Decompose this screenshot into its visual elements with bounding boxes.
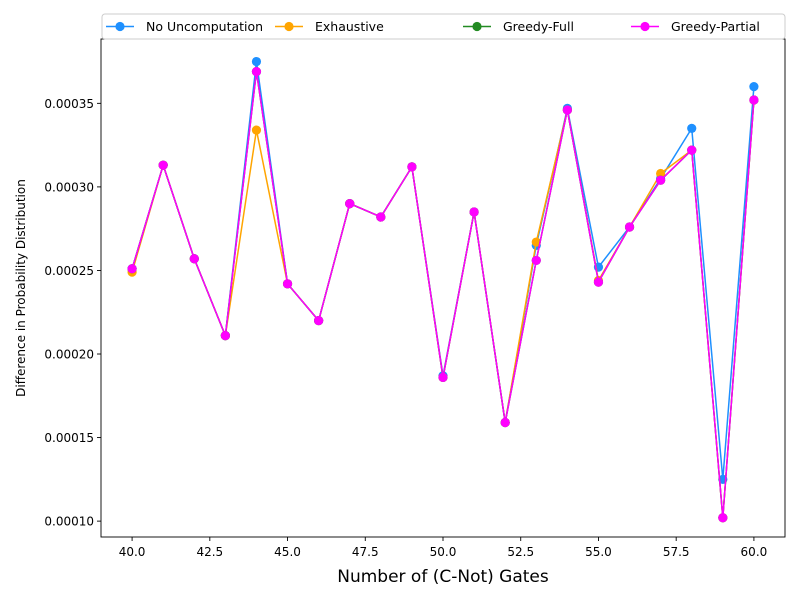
series-greedy-partial [127, 66, 759, 523]
data-point [531, 255, 541, 266]
legend-entry: Greedy-Full [463, 19, 574, 34]
data-point [158, 160, 168, 170]
data-point [656, 175, 666, 185]
x-tick-label: 60.0 [741, 545, 768, 559]
data-point [469, 207, 479, 217]
data-point [687, 123, 697, 134]
data-point [282, 279, 293, 289]
x-tick-label: 57.5 [663, 545, 690, 559]
data-point [251, 66, 262, 77]
data-point [531, 237, 541, 247]
y-axis-label: Difference in Probability Distribution [14, 179, 28, 397]
x-tick-label: 50.0 [430, 545, 457, 559]
data-point [500, 417, 510, 428]
legend-marker [640, 21, 650, 32]
legend-marker [472, 21, 482, 32]
x-tick-label: 55.0 [585, 545, 612, 559]
legend-label: Greedy-Partial [671, 19, 760, 34]
data-point [314, 315, 324, 326]
data-point [189, 254, 199, 264]
data-point [376, 212, 386, 222]
legend-marker [284, 21, 294, 32]
legend-box [101, 13, 786, 40]
data-point [593, 277, 604, 287]
data-point [438, 372, 448, 383]
y-tick-label: 0.00025 [44, 264, 94, 278]
data-point [718, 513, 728, 523]
legend-entry: Greedy-Partial [631, 19, 760, 34]
data-point [624, 222, 635, 232]
data-point [749, 82, 759, 92]
legend-label: Greedy-Full [503, 19, 574, 34]
series-layer [127, 56, 759, 523]
legend-marker [115, 21, 125, 32]
legend-entry: Exhaustive [275, 19, 384, 34]
data-point [562, 105, 572, 115]
data-point [749, 95, 759, 105]
x-tick-label: 40.0 [119, 545, 146, 559]
data-point [127, 264, 137, 274]
y-tick-label: 0.00010 [44, 515, 94, 529]
legend-label: Exhaustive [315, 19, 384, 34]
x-tick-label: 47.5 [352, 545, 379, 559]
y-tick-label: 0.00015 [44, 431, 94, 445]
y-tick-label: 0.00030 [44, 180, 94, 194]
x-tick-label: 52.5 [507, 545, 534, 559]
legend-label: No Uncomputation [146, 19, 263, 34]
y-tick-label: 0.00035 [44, 97, 94, 111]
data-point [345, 199, 355, 209]
data-point [687, 145, 697, 155]
data-point [220, 331, 230, 341]
legend: No Uncomputation Exhaustive Greedy-Full Gre… [101, 13, 786, 40]
y-tick-label: 0.00020 [44, 348, 94, 362]
x-tick-label: 45.0 [274, 545, 301, 559]
data-point [251, 56, 262, 67]
axes-layer: 40.0 42.5 45.0 47.5 50.0 52.5 55.0 57.5 60.0 0.00… [44, 38, 786, 559]
data-point [251, 125, 262, 135]
x-axis-label: Number of (C-Not) Gates [337, 567, 549, 587]
x-tick-label: 42.5 [196, 545, 223, 559]
data-point [656, 168, 666, 179]
data-point [407, 162, 417, 172]
legend-entry: No Uncomputation [106, 19, 263, 34]
